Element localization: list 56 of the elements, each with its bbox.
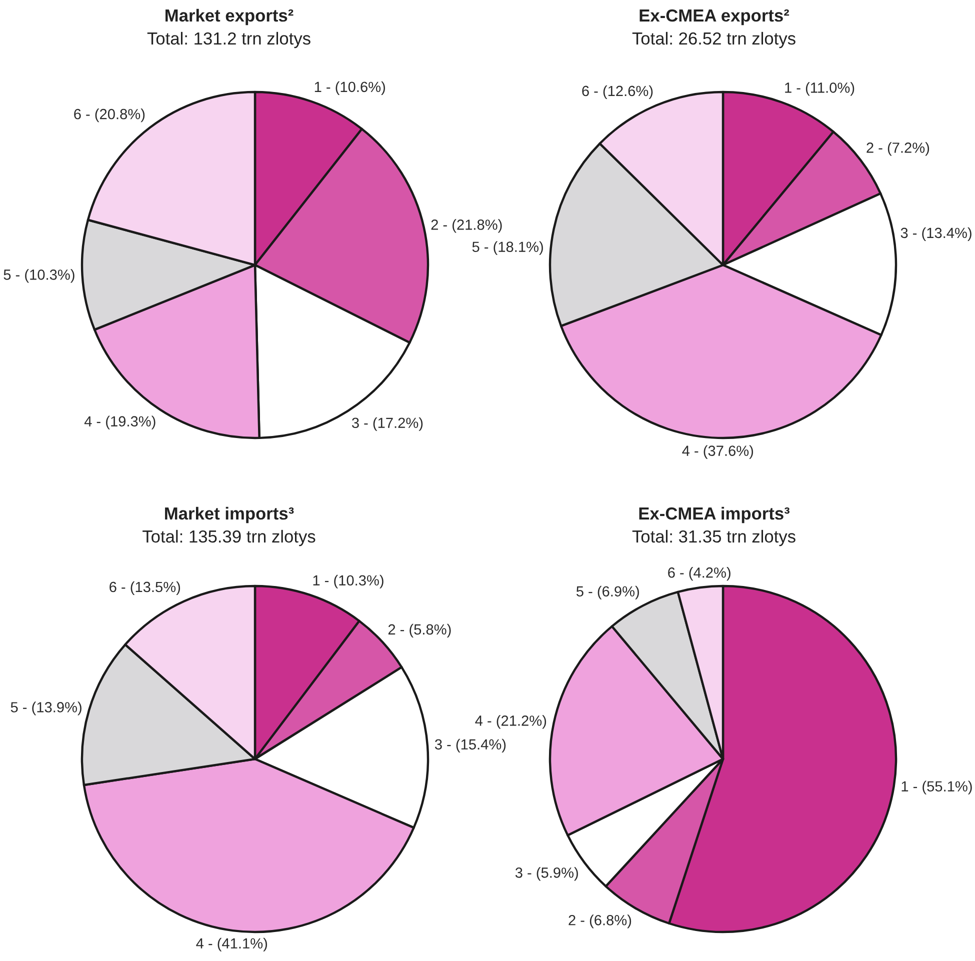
slice-label: 5 [10, 702, 18, 712]
chart-subtitle: Total: 31.35 trn zlotys [632, 530, 796, 546]
chart-title: Ex-CMEA exports² [640, 9, 790, 26]
chart-subtitle: Total: 131.2 trn zlotys [147, 32, 310, 48]
data-label: - (6.8%) [580, 914, 632, 928]
data-label: - (55.1%) [913, 780, 972, 794]
data-label: - (13.5%) [122, 581, 180, 596]
data-label: - (19.3%) [96, 416, 156, 430]
slice-label: 3 [515, 868, 522, 878]
slice-label: 2 [431, 220, 438, 230]
chart-title: Market exports² [166, 8, 294, 26]
slice-label: 2 [866, 142, 874, 153]
slice-label: 4 [475, 716, 483, 726]
slice-label: 1 [314, 82, 322, 92]
data-label: - (10.6%) [326, 81, 386, 95]
slice-label: 4 [196, 938, 204, 948]
data-label: - (12.6%) [594, 85, 653, 100]
data-label: - (21.8%) [443, 219, 502, 233]
data-label: - (10.3%) [16, 269, 74, 283]
slice-label: 3 [900, 228, 908, 238]
data-label: - (11.0%) [796, 82, 854, 96]
slice-label: 5 [4, 270, 11, 280]
data-label: - (6.9%) [588, 586, 639, 600]
slice-label: 5 [472, 242, 480, 252]
slice-label: 2 [388, 624, 396, 634]
slice-label: 3 [434, 739, 442, 750]
slice-label: 3 [352, 418, 359, 428]
slice-label: 5 [576, 586, 584, 597]
data-label: - (5.9%) [528, 867, 578, 881]
data-label: - (7.2%) [878, 142, 930, 156]
data-label: - (15.4%) [447, 738, 506, 752]
slice-label: 6 [582, 86, 589, 96]
slice-label: 6 [668, 567, 675, 578]
data-label: - (18.1%) [484, 241, 543, 255]
slice-label: 1 [313, 575, 320, 586]
data-label: - (10.3%) [324, 574, 384, 588]
data-label: - (13.9%) [23, 702, 82, 716]
slice-label: 6 [74, 108, 81, 120]
data-label: - (4.2%) [680, 567, 730, 581]
data-label: - (37.6%) [694, 445, 754, 459]
slice-label: 1 [785, 82, 792, 93]
data-label: - (21.2%) [488, 715, 546, 729]
slice-label: 1 [902, 781, 908, 792]
slice-label: 4 [84, 416, 92, 426]
chart-title: Market imports³ [165, 506, 294, 524]
chart-title: Ex-CMEA imports³ [639, 506, 790, 524]
slice-label: 2 [568, 914, 576, 926]
data-label: - (20.8%) [86, 108, 145, 122]
data-label: - (5.8%) [400, 624, 451, 638]
data-label: - (13.4%) [913, 227, 972, 241]
data-label: - (17.2%) [364, 417, 423, 431]
data-label: - (41.1%) [208, 938, 268, 952]
chart-subtitle: Total: 135.39 trn zlotys [142, 530, 316, 546]
chart-subtitle: Total: 26.52 trn zlotys [632, 32, 796, 48]
slice-label: 4 [682, 446, 690, 456]
slice-label: 6 [110, 582, 116, 592]
